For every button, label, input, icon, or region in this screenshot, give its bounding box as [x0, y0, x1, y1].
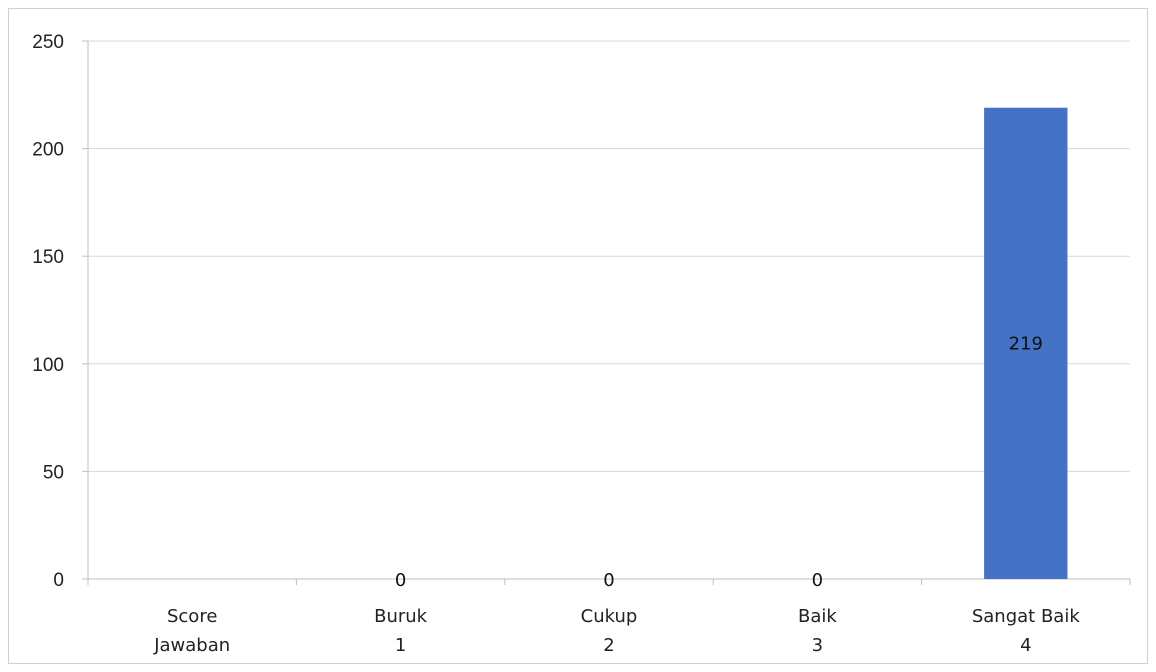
bar [984, 107, 1068, 579]
x-category-label: Buruk [374, 606, 428, 627]
y-tick-label: 100 [32, 355, 64, 376]
y-tick-label: 50 [43, 462, 64, 483]
data-label: 219 [1009, 333, 1043, 354]
y-tick-label: 250 [32, 32, 64, 53]
x-category-label: Score [167, 606, 217, 627]
data-label: 0 [812, 570, 823, 591]
data-label: 0 [395, 570, 406, 591]
chart-frame [8, 8, 1148, 664]
x-category-label: 1 [395, 635, 406, 656]
x-category-label: Sangat Baik [972, 606, 1080, 627]
x-category-label: 3 [812, 635, 823, 656]
x-category-label: Jawaban [153, 635, 230, 656]
y-tick-label: 200 [32, 140, 64, 161]
x-category-label: 4 [1020, 635, 1031, 656]
y-tick-label: 0 [53, 570, 64, 591]
x-category-label: Baik [798, 606, 837, 627]
data-label: 0 [603, 570, 614, 591]
x-category-label: Cukup [581, 606, 638, 627]
y-tick-label: 150 [32, 247, 64, 268]
x-category-label: 2 [603, 635, 614, 656]
